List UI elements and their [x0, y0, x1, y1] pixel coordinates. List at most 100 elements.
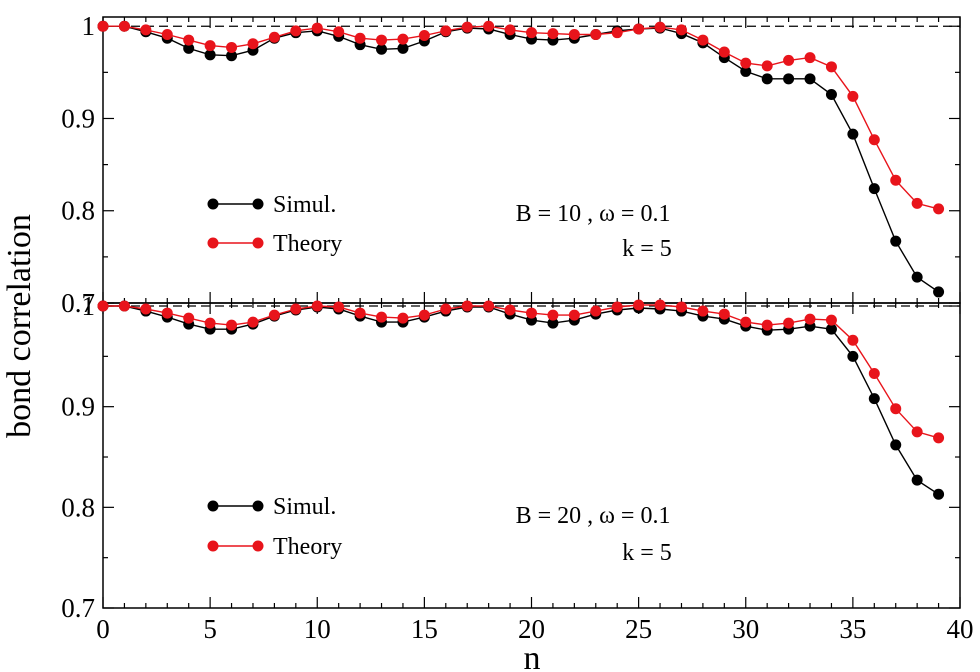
y-tick-label: 0.7: [61, 593, 95, 623]
data-point: [204, 317, 216, 329]
series-line-simul: [103, 305, 939, 495]
x-tick-label: 30: [732, 614, 759, 644]
legend-marker: [207, 540, 219, 552]
data-point: [740, 57, 752, 69]
data-point: [718, 46, 730, 58]
data-point: [847, 334, 859, 346]
data-point: [783, 54, 795, 66]
data-point: [247, 316, 259, 328]
data-point: [697, 305, 709, 317]
plot-frame: [102, 302, 961, 609]
data-point: [911, 271, 923, 283]
y-axis-title: bond correlation: [1, 214, 38, 438]
data-point: [354, 32, 366, 44]
data-point: [397, 33, 409, 45]
data-point: [675, 301, 687, 313]
data-point: [376, 34, 388, 46]
data-point: [161, 29, 173, 41]
legend-entry: Theory: [207, 534, 342, 560]
y-tick-label: 0.8: [61, 196, 95, 226]
data-point: [118, 20, 130, 32]
data-point: [290, 303, 302, 315]
data-point: [526, 307, 537, 319]
data-point: [290, 25, 302, 37]
data-point: [825, 88, 837, 100]
data-point: [311, 22, 323, 34]
data-point: [483, 20, 495, 32]
data-point: [354, 307, 366, 319]
data-point: [440, 25, 452, 37]
data-point: [204, 40, 216, 52]
data-point: [804, 52, 816, 64]
data-point: [183, 312, 195, 324]
data-point: [547, 309, 559, 321]
y-tick-label: 0.8: [61, 492, 95, 522]
data-point: [547, 28, 559, 40]
data-point: [247, 38, 259, 50]
x-tick-label: 20: [518, 614, 545, 644]
data-point: [376, 43, 388, 55]
data-point: [504, 304, 516, 316]
data-point: [504, 24, 516, 36]
x-tick-label: 5: [203, 614, 217, 644]
data-point: [333, 301, 345, 313]
data-point: [783, 73, 795, 85]
data-point: [226, 50, 238, 62]
data-point: [890, 439, 902, 451]
data-point: [418, 29, 430, 41]
legend-entry: Theory: [207, 231, 342, 257]
data-point: [933, 203, 945, 215]
data-point: [590, 29, 602, 41]
data-point: [611, 27, 623, 39]
data-point: [654, 299, 666, 311]
data-point: [933, 488, 945, 500]
data-point: [868, 134, 880, 146]
data-point: [654, 21, 666, 33]
data-point: [868, 183, 880, 195]
legend-marker: [207, 500, 219, 512]
x-tick-label: 15: [411, 614, 438, 644]
y-tick-label: 1: [82, 11, 96, 41]
data-point: [740, 316, 752, 328]
data-point: [697, 34, 709, 46]
data-point: [440, 303, 452, 315]
data-point: [868, 367, 880, 379]
data-point: [783, 317, 795, 329]
data-point: [268, 309, 280, 321]
data-point: [825, 314, 837, 326]
data-point: [890, 235, 902, 247]
data-point: [97, 20, 109, 32]
legend-marker: [207, 198, 219, 210]
data-point: [611, 301, 623, 313]
data-point: [568, 29, 580, 41]
parameter-annotation: k = 5: [622, 236, 672, 262]
legend-label: Theory: [273, 534, 342, 560]
data-point: [311, 300, 323, 312]
legend-marker: [252, 237, 264, 249]
legend-entry: Simul.: [207, 192, 336, 218]
legend-entry: Simul.: [207, 494, 336, 520]
data-point: [825, 323, 837, 335]
data-point: [890, 403, 902, 415]
data-point: [933, 432, 945, 444]
data-point: [911, 426, 923, 438]
data-point: [140, 303, 152, 315]
data-point: [161, 307, 173, 319]
data-point: [804, 73, 816, 85]
parameter-annotation: k = 5: [622, 540, 672, 566]
x-tick-label: 0: [96, 614, 110, 644]
x-tick-label: 35: [839, 614, 866, 644]
data-point: [461, 300, 473, 312]
series-line-theory: [103, 304, 939, 439]
data-point: [718, 308, 730, 320]
data-point: [418, 309, 430, 321]
data-point: [526, 27, 537, 39]
y-tick-label: 1: [82, 291, 96, 321]
data-point: [804, 313, 816, 325]
series-line-simul: [103, 25, 939, 293]
data-point: [933, 286, 945, 298]
data-point: [868, 393, 880, 405]
y-tick-label: 0.7: [61, 288, 95, 318]
data-point: [825, 61, 837, 73]
